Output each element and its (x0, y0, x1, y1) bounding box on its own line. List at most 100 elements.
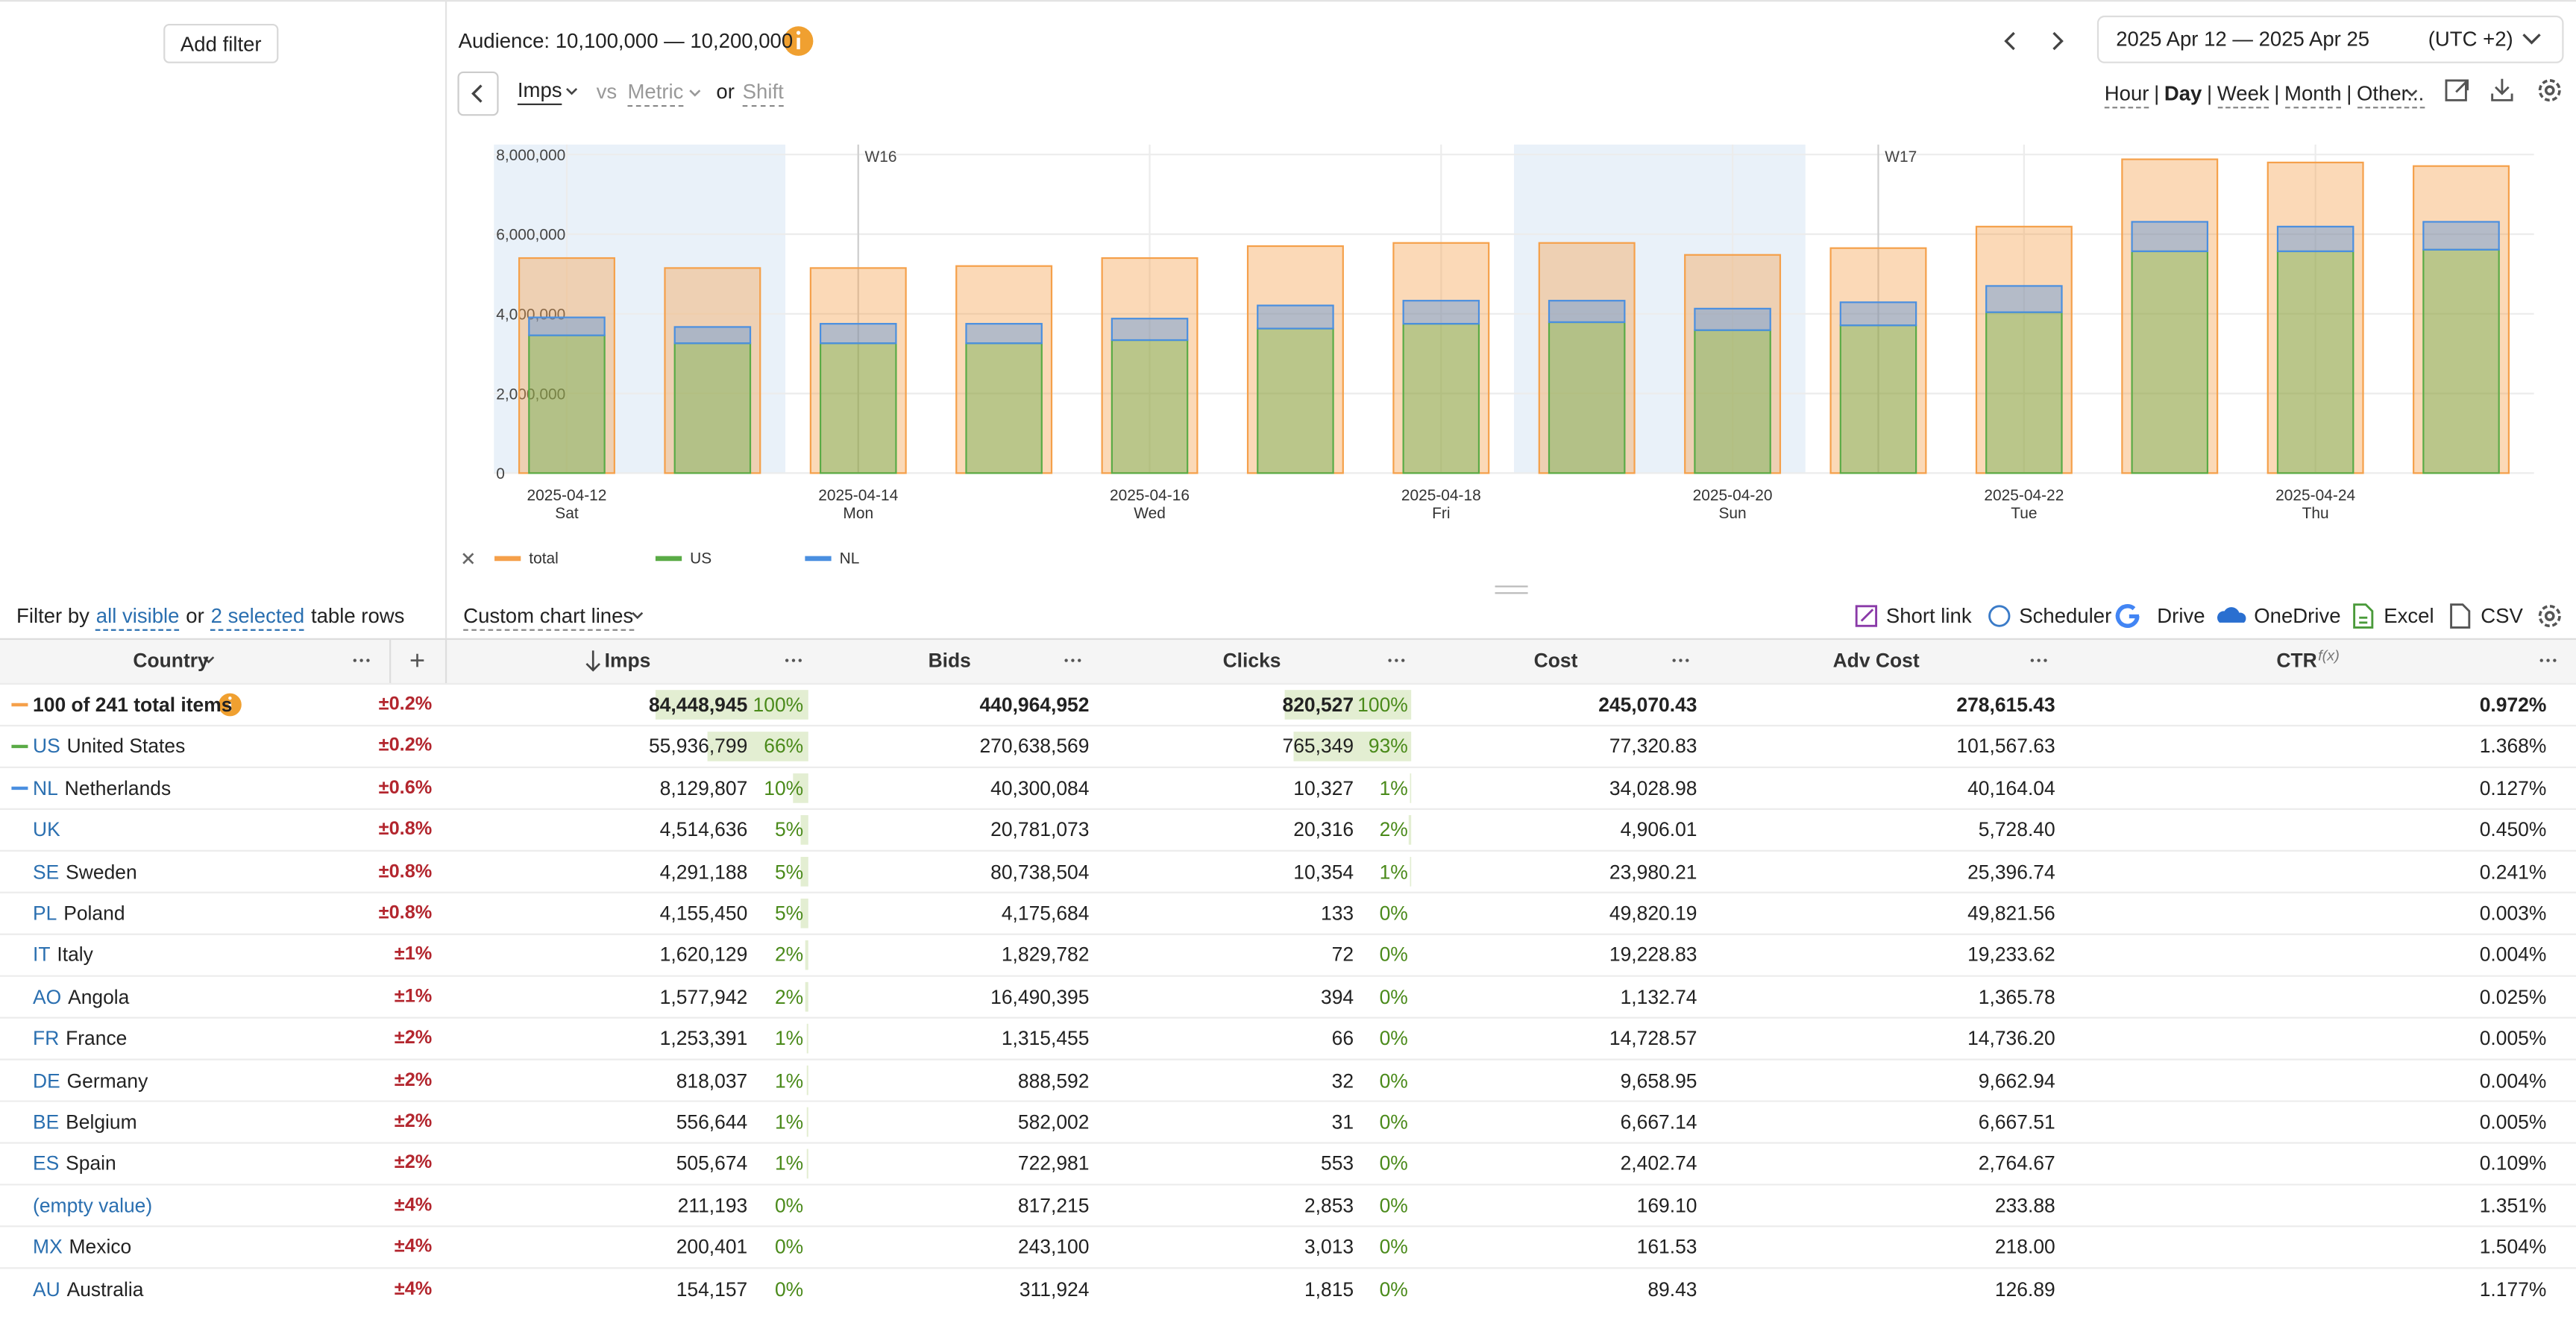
column-header[interactable]: Imps (604, 649, 651, 672)
cell-imps-share: 5% (774, 818, 804, 842)
country-code[interactable]: MX (33, 1235, 63, 1259)
error-margin: ±0.2% (378, 736, 433, 757)
export-button[interactable]: CSV (2481, 604, 2523, 628)
column-menu-dot (2553, 659, 2557, 662)
sort-icon[interactable] (585, 650, 600, 672)
x-tick-label: 2025-04-20 (1693, 487, 1773, 504)
country-cell: AU Australia (33, 1276, 143, 1302)
cell-clicks: 765,349 (1282, 735, 1354, 758)
column-menu-dot (791, 659, 796, 662)
formula-mark: f(x) (2318, 647, 2340, 664)
metric[interactable]: Imps (517, 79, 562, 105)
legend-close[interactable] (462, 553, 474, 565)
prev-button[interactable] (2004, 31, 2015, 51)
date-picker[interactable] (2096, 15, 2564, 63)
column-header[interactable]: Clicks (1222, 649, 1281, 672)
cell-imps-share: 5% (774, 902, 804, 925)
cell-bids: 16,490,395 (990, 985, 1090, 1009)
cell-clicks: 3,013 (1304, 1235, 1354, 1259)
column-header[interactable]: Cost (1533, 649, 1578, 672)
country-name: Australia (66, 1277, 144, 1301)
cell-clicks: 32 (1331, 1069, 1354, 1092)
filter-link[interactable]: all visible (95, 603, 180, 631)
shift[interactable]: Shift (742, 79, 784, 107)
download-icon[interactable] (2491, 78, 2513, 101)
country-code[interactable]: UK (33, 818, 60, 842)
resize-handle[interactable] (1495, 585, 1528, 594)
bar (1829, 247, 1927, 474)
settings-icon[interactable] (2538, 605, 2561, 628)
cell-imps-share: 2% (774, 943, 804, 967)
add-filter-label[interactable]: Add filter (180, 33, 262, 56)
country-name[interactable]: (empty value) (33, 1193, 153, 1217)
country-code[interactable]: US (33, 735, 60, 758)
column-menu-dot (1078, 659, 1081, 662)
country-code[interactable]: ES (33, 1152, 60, 1175)
column-header[interactable]: Bids (928, 649, 971, 672)
export-button[interactable]: OneDrive (2254, 604, 2341, 628)
next-button[interactable] (2052, 31, 2064, 51)
country-cell: BE Belgium (33, 1109, 137, 1135)
country-name: Spain (66, 1152, 116, 1175)
chevron (566, 88, 578, 95)
cell-bids: 888,592 (1017, 1069, 1090, 1092)
column-header[interactable]: CTR (2276, 649, 2317, 672)
chart: 0 2,000,000 4,000,000 6,000,000 8,000,000 202… (494, 144, 2534, 522)
add-filter-button[interactable] (163, 23, 279, 63)
bar (965, 342, 1043, 474)
country-code[interactable]: FR (33, 1027, 60, 1051)
cell-ctr: 1.177% (2479, 1277, 2547, 1301)
column-menu-dot (359, 659, 363, 662)
country-code[interactable]: DE (33, 1069, 60, 1092)
bar (1110, 318, 1189, 342)
excel-icon (2353, 603, 2374, 629)
cell-clicks-share: 0% (1379, 1152, 1408, 1175)
date-range[interactable]: 2025 Apr 12 — 2025 Apr 25 (2116, 28, 2370, 51)
compare-metric[interactable]: Metric (627, 79, 684, 107)
country-code[interactable]: AO (33, 985, 62, 1009)
legend-label: total (529, 550, 559, 568)
cell-ctr: 0.127% (2479, 776, 2547, 800)
filter-text-part: table rows (310, 604, 405, 628)
bar (2413, 165, 2510, 474)
country-code[interactable]: PL (33, 902, 57, 925)
cell-imps-share: 5% (774, 860, 804, 884)
open-icon[interactable] (2445, 79, 2469, 101)
country-code[interactable]: BE (33, 1110, 60, 1134)
granularity-option[interactable]: Month (2284, 81, 2342, 109)
export-button[interactable]: Scheduler (2019, 604, 2112, 628)
add-column[interactable] (410, 653, 424, 667)
cell-clicks-share: 93% (1368, 735, 1408, 758)
filter-link[interactable]: 2 selected (210, 603, 305, 631)
column-header[interactable]: Adv Cost (1832, 649, 1920, 672)
granularity-option[interactable]: Other... (2356, 81, 2425, 109)
cell-adv-cost: 218.00 (1994, 1235, 2055, 1259)
country-code[interactable]: AU (33, 1277, 60, 1301)
settings-icon[interactable] (2538, 79, 2561, 102)
export-button[interactable]: Drive (2157, 604, 2205, 628)
custom-chart-lines[interactable]: Custom chart lines (463, 603, 634, 631)
country-code[interactable]: SE (33, 860, 60, 884)
country-code[interactable]: NL (33, 776, 58, 800)
export-button[interactable]: Short link (1885, 604, 1972, 628)
x-weekday-label: Fri (1432, 505, 1450, 522)
cell-imps: 556,644 (676, 1110, 748, 1134)
country-name: Netherlands (64, 776, 172, 800)
country-code[interactable]: IT (33, 943, 51, 967)
granularity-option[interactable]: Hour (2104, 81, 2149, 109)
cell-cost: 34,028.98 (1609, 776, 1697, 800)
column-header[interactable]: Country (133, 649, 209, 672)
cell-clicks-share: 0% (1379, 1277, 1408, 1301)
cell-imps: 505,674 (676, 1152, 748, 1175)
granularity-option[interactable]: Week (2217, 81, 2269, 109)
cell-clicks-share: 0% (1379, 902, 1408, 925)
cell-clicks-share: 100% (1357, 693, 1408, 717)
country-name: Poland (63, 902, 125, 925)
cell-clicks: 394 (1320, 985, 1354, 1009)
export-button[interactable]: Excel (2384, 604, 2434, 628)
country-cell: (empty value) (33, 1192, 152, 1219)
back-button[interactable] (457, 71, 499, 116)
granularity-option[interactable]: Day (2164, 82, 2202, 105)
country-name: Mexico (69, 1235, 132, 1259)
